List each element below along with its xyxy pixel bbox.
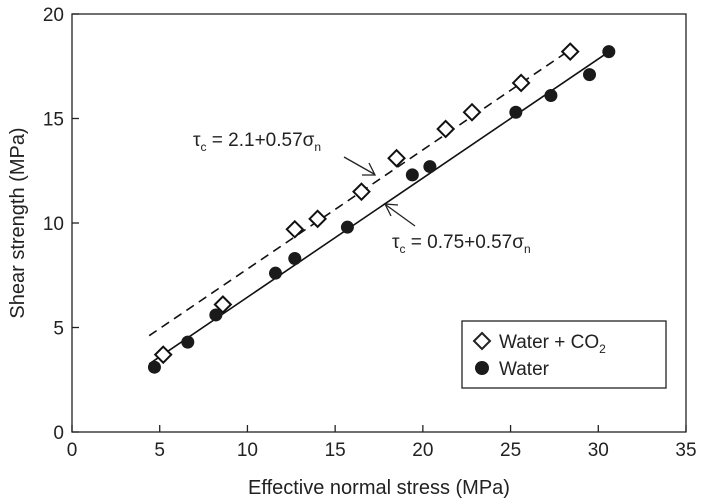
markers	[147, 42, 616, 374]
eq-water-tau-sub: c	[400, 242, 406, 256]
eq-water-tau: τ	[392, 232, 400, 253]
point-co2-4	[352, 182, 371, 202]
x-tick-label-7: 35	[675, 440, 696, 461]
point-co2-8	[511, 73, 531, 93]
eq-water-body: = 0.75+0.57σ	[406, 232, 525, 253]
eq-water-arrow	[385, 204, 416, 227]
point-water-4	[288, 252, 302, 266]
eq-co2-body: = 2.1+0.57σ	[207, 130, 315, 151]
point-co2-2	[285, 219, 305, 239]
fit-line-co2	[148, 49, 571, 337]
x-tick-label-1: 5	[154, 440, 165, 461]
point-co2-0	[153, 345, 173, 365]
point-co2-7	[462, 102, 482, 122]
point-water-7	[423, 160, 437, 174]
point-co2-9	[560, 42, 580, 62]
y-tick-label-0: 0	[53, 423, 64, 444]
svg-text:τc = 0.75+0.57σn: τc = 0.75+0.57σn	[392, 232, 531, 256]
x-tick-label-0: 0	[67, 440, 78, 461]
point-co2-1	[213, 295, 233, 314]
legend: Water + CO2 Water	[461, 320, 667, 389]
legend-box	[461, 320, 667, 389]
x-tick-label-5: 25	[500, 440, 521, 461]
fit-lines	[148, 49, 610, 365]
point-co2-6	[436, 119, 456, 139]
y-axis-title: Shear strength (MPa)	[7, 127, 29, 318]
ticks	[71, 13, 687, 433]
svg-text:τc = 2.1+0.57σn: τc = 2.1+0.57σn	[193, 130, 321, 154]
y-tick-label-1: 5	[53, 319, 64, 340]
point-water-10	[583, 68, 597, 82]
legend-marker-co2	[472, 331, 492, 351]
point-water-2	[209, 308, 223, 322]
eq-co2-tau-sub: c	[201, 140, 207, 154]
x-axis-title: Effective normal stress (MPa)	[248, 477, 510, 499]
legend-label-co2: Water + CO2	[499, 332, 606, 356]
x-tick-label-2: 10	[237, 440, 258, 461]
eq-co2-arrow	[343, 156, 375, 175]
eq-co2-arrowhead	[362, 162, 377, 176]
point-water-11	[602, 45, 616, 59]
x-tick-label-6: 30	[588, 440, 609, 461]
eq-water-arrowhead	[383, 203, 399, 217]
fit-line-water	[148, 51, 610, 365]
x-tick-label-4: 20	[412, 440, 433, 461]
eq-water-sigma-sub: n	[524, 242, 531, 256]
legend-label-water: Water	[499, 359, 550, 380]
point-water-5	[340, 220, 354, 234]
point-co2-5	[387, 148, 406, 168]
point-water-9	[544, 89, 558, 103]
point-water-6	[405, 168, 419, 182]
y-tick-label-2: 10	[43, 214, 64, 235]
equation-water: τc = 0.75+0.57σn	[383, 203, 531, 256]
legend-marker-water	[475, 361, 489, 375]
point-water-1	[181, 335, 195, 349]
y-tick-label-4: 20	[43, 5, 64, 26]
point-water-0	[147, 360, 161, 374]
x-tick-label-3: 15	[325, 440, 346, 461]
point-water-8	[509, 105, 523, 119]
point-co2-3	[308, 209, 328, 229]
point-water-3	[268, 266, 282, 280]
eq-co2-tau: τ	[193, 130, 201, 151]
eq-co2-sigma-sub: n	[314, 140, 321, 154]
legend-co2-prefix: Water + CO	[499, 332, 599, 353]
y-tick-label-3: 15	[43, 110, 64, 131]
legend-co2-sub: 2	[599, 342, 606, 356]
equation-co2: τc = 2.1+0.57σn	[193, 130, 377, 176]
tick-labels: 0 5 10 15 20 25 30 35 0 5 10 15 20	[43, 5, 697, 461]
